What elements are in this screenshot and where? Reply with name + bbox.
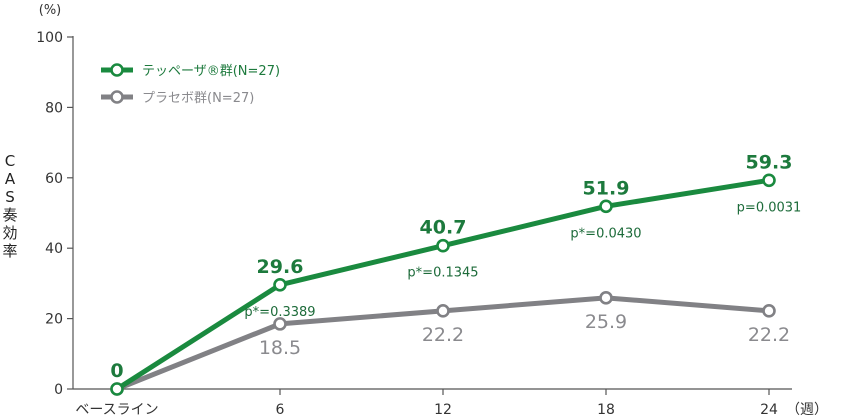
y-unit-label: (%) xyxy=(39,3,62,18)
data-point-s1-1 xyxy=(273,317,287,331)
x-unit-label: （週） xyxy=(786,402,828,418)
p-value-label: p=0.0031 xyxy=(737,200,802,215)
y-tick-label: 100 xyxy=(36,30,63,46)
x-tick-label: 18 xyxy=(597,402,615,418)
data-point-s1-4 xyxy=(762,304,776,318)
data-point-s0-2 xyxy=(436,238,450,253)
data-label-green: 40.7 xyxy=(420,217,467,239)
x-tick-label: 6 xyxy=(276,402,285,418)
y-tick-label: 0 xyxy=(54,382,63,398)
data-label-green: 59.3 xyxy=(746,151,793,173)
data-point-s1-2 xyxy=(436,304,450,318)
y-tick-label: 60 xyxy=(45,171,63,187)
series-layer xyxy=(110,173,776,396)
y-axis-title: C A S 奏効率 xyxy=(2,152,17,260)
data-label-gray: 25.9 xyxy=(585,311,627,333)
data-point-s0-4 xyxy=(762,173,776,188)
legend-swatch-marker xyxy=(110,63,124,77)
data-point-s0-0 xyxy=(110,382,124,396)
legend-swatch-marker xyxy=(110,90,124,104)
y-tick-label: 40 xyxy=(45,241,63,257)
y-tick-label: 20 xyxy=(45,312,63,328)
x-tick-label: ベースライン xyxy=(75,402,158,418)
data-label-green: 0 xyxy=(110,360,123,382)
data-label-gray: 22.2 xyxy=(422,324,464,346)
data-label-gray: 18.5 xyxy=(259,337,301,359)
data-point-s1-3 xyxy=(599,291,613,305)
data-label-gray: 22.2 xyxy=(748,324,790,346)
data-label-green: 29.6 xyxy=(257,256,304,278)
legend-label: プラセボ群(N=27) xyxy=(142,91,254,106)
x-tick-label: 12 xyxy=(434,402,452,418)
legend: テッペーザ®群(N=27) プラセボ群(N=27) xyxy=(101,63,280,106)
legend-label: テッペーザ®群(N=27) xyxy=(142,64,280,79)
x-tick-label: 24 xyxy=(760,402,778,418)
labels-layer: 0 29.6 40.7 51.9 59.3 18.5 22.2 25.9 22.2 p*=0.33… xyxy=(110,151,801,382)
data-point-s0-3 xyxy=(599,199,613,214)
data-point-s0-1 xyxy=(273,278,287,292)
p-value-label: p*=0.0430 xyxy=(570,226,641,241)
y-tick-label: 80 xyxy=(45,100,63,116)
data-label-green: 51.9 xyxy=(583,177,630,199)
p-value-label: p*=0.3389 xyxy=(244,305,315,320)
series-line-0 xyxy=(115,177,770,392)
p-value-label: p*=0.1345 xyxy=(407,266,478,281)
